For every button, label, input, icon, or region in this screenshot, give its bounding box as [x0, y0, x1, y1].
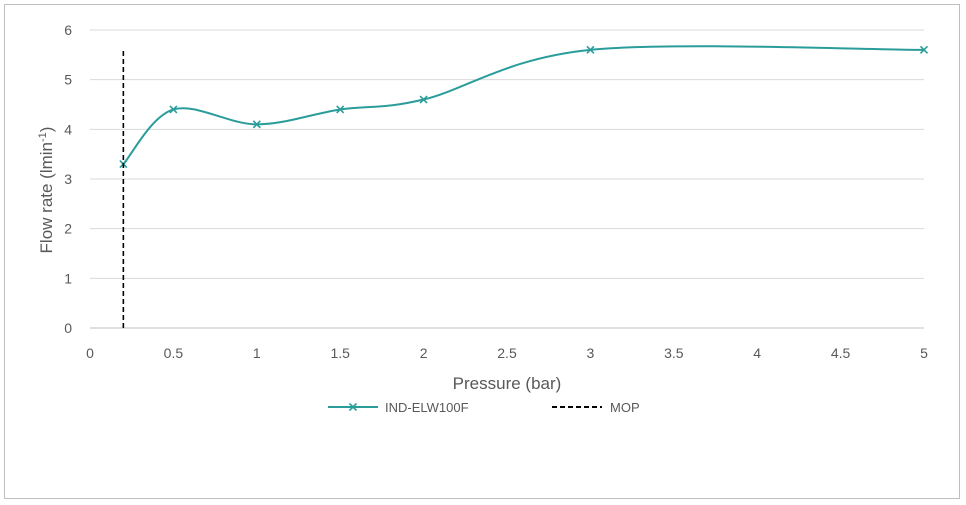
x-tick-label: 3.5 [664, 345, 684, 361]
x-tick-label: 0 [86, 345, 94, 361]
x-tick-label: 2.5 [497, 345, 517, 361]
x-tick-label: 3 [587, 345, 595, 361]
legend-label-mop: MOP [610, 400, 640, 415]
marker-stroke [919, 45, 929, 54]
marker-stroke [336, 105, 345, 114]
x-tick-label: 1.5 [330, 345, 350, 361]
gridlines [90, 29, 924, 279]
x-tick-label: 5 [920, 345, 928, 361]
y-tick-label: 0 [64, 320, 72, 336]
legend-label-ind-elw100f: IND-ELW100F [385, 400, 469, 415]
data-point [336, 105, 345, 114]
legend: IND-ELW100F MOP [328, 400, 640, 415]
y-tick-label: 2 [64, 221, 72, 237]
data-point [586, 45, 595, 54]
data-point [169, 105, 178, 114]
series [119, 45, 929, 328]
data-point [252, 120, 261, 129]
y-axis-title-close: ) [37, 127, 56, 133]
y-tick-label: 5 [64, 72, 72, 88]
marker-stroke [419, 95, 428, 104]
marker-stroke [169, 105, 178, 114]
marker-stroke [586, 45, 595, 54]
x-tick-label: 4 [753, 345, 761, 361]
data-point [919, 45, 929, 54]
y-tick-label: 6 [64, 22, 72, 38]
y-tick-label: 1 [64, 270, 72, 286]
marker-stroke [348, 402, 358, 412]
y-axis-title-superscript: -1 [37, 132, 49, 142]
legend-marker-ind-elw100f [348, 402, 358, 412]
x-tick-label: 1 [253, 345, 261, 361]
marker-stroke [252, 120, 261, 129]
series-line-ind-elw100f [122, 45, 925, 165]
x-tick-label: 4.5 [831, 345, 851, 361]
x-axis-title: Pressure (bar) [453, 374, 562, 393]
x-tick-label: 2 [420, 345, 428, 361]
y-axis-title: Flow rate (lmin-1) [37, 127, 56, 254]
y-tick-label: 3 [64, 171, 72, 187]
data-point [419, 95, 428, 104]
y-axis-title-main: Flow rate (lmin [37, 142, 56, 253]
axes: 0 1 2 3 4 5 6 0 0.5 1 1.5 2 2.5 3 3.5 4 4.5 5 [64, 22, 928, 361]
x-tick-label: 0.5 [164, 345, 184, 361]
chart-area [4, 4, 960, 499]
y-tick-label: 4 [64, 121, 72, 137]
legend-x-marker [348, 402, 358, 412]
